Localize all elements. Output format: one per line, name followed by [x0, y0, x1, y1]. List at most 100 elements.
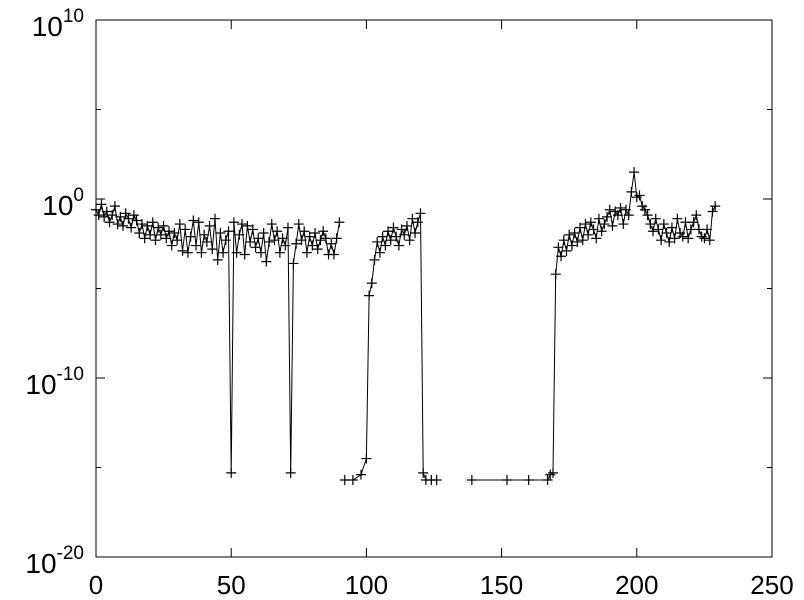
data-point-plus-marker: [285, 467, 296, 478]
data-point-plus-marker: [272, 226, 283, 237]
data-point-plus-marker: [572, 236, 583, 247]
plot-frame: [95, 19, 773, 558]
data-point-plus-marker: [645, 219, 656, 230]
data-point-plus-marker: [209, 213, 220, 224]
data-point-plus-marker: [123, 213, 134, 224]
y-tick-label-exponent: -10: [57, 364, 84, 385]
data-point-plus-marker: [564, 229, 575, 240]
data-point-plus-marker: [299, 226, 310, 237]
data-point-plus-marker: [669, 233, 680, 244]
data-point-plus-marker: [604, 204, 615, 215]
data-point-plus-marker: [393, 240, 404, 251]
data-point-plus-marker: [612, 210, 623, 221]
data-point-plus-marker: [201, 236, 212, 247]
data-point-plus-marker: [369, 254, 380, 265]
data-point-plus-marker: [131, 215, 142, 226]
data-point-plus-marker: [623, 210, 634, 221]
data-point-plus-marker: [334, 217, 345, 228]
x-tick-label: 200: [615, 570, 658, 600]
y-tick-label: 10-20: [25, 543, 84, 579]
data-point-plus-marker: [648, 226, 659, 237]
data-point-plus-marker: [315, 235, 326, 246]
data-point-plus-marker: [391, 231, 402, 242]
data-point-plus-marker: [661, 228, 672, 239]
data-point-plus-marker: [550, 269, 561, 280]
data-point-plus-marker: [666, 222, 677, 233]
data-point-plus-marker: [710, 201, 721, 212]
data-point-plus-marker: [255, 247, 266, 258]
data-point-plus-marker: [415, 208, 426, 219]
y-tick-label-exponent: 0: [73, 185, 84, 206]
data-point-plus-marker: [542, 475, 553, 486]
data-point-plus-marker: [126, 222, 137, 233]
data-point-plus-marker: [664, 236, 675, 247]
data-point-plus-marker: [109, 201, 120, 212]
data-point-plus-marker: [247, 224, 258, 235]
y-tick-label-base: 10: [32, 11, 63, 42]
data-point-plus-marker: [404, 235, 415, 246]
data-point-plus-marker: [566, 240, 577, 251]
data-point-plus-marker: [383, 226, 394, 237]
data-point-plus-marker: [618, 219, 629, 230]
data-point-plus-marker: [523, 475, 534, 486]
data-point-plus-marker: [583, 229, 594, 240]
data-point-plus-marker: [691, 210, 702, 221]
data-point-plus-marker: [204, 220, 215, 231]
data-point-plus-marker: [631, 192, 642, 203]
x-tick-label: 100: [345, 570, 388, 600]
data-point-plus-marker: [107, 210, 118, 221]
data-point-plus-marker: [593, 213, 604, 224]
data-point-plus-marker: [650, 213, 661, 224]
data-point-plus-marker: [502, 475, 513, 486]
data-point-plus-marker: [385, 235, 396, 246]
x-tick-label: 0: [89, 570, 103, 600]
data-point-plus-marker: [228, 217, 239, 228]
data-point-plus-marker: [174, 219, 185, 230]
data-point-plus-marker: [288, 258, 299, 269]
data-point-plus-marker: [575, 222, 586, 233]
data-point-plus-marker: [545, 469, 556, 480]
data-point-plus-marker: [264, 236, 275, 247]
data-point-plus-marker: [91, 204, 101, 215]
data-point-plus-marker: [355, 469, 366, 480]
data-point-plus-marker: [136, 219, 147, 230]
data-point-plus-marker: [155, 229, 166, 240]
data-point-plus-marker: [374, 247, 385, 258]
data-point-plus-marker: [266, 219, 277, 230]
data-point-plus-marker: [185, 231, 196, 242]
y-tick-label-base: 10: [25, 548, 56, 579]
data-point-plus-marker: [223, 226, 234, 237]
y-tick-label-base: 10: [25, 369, 56, 400]
data-point-plus-marker: [307, 240, 318, 251]
data-point-plus-marker: [191, 240, 202, 251]
data-point-plus-marker: [212, 254, 223, 265]
data-point-plus-marker: [569, 228, 580, 239]
data-point-plus-marker: [269, 235, 280, 246]
data-point-plus-marker: [172, 235, 183, 246]
data-point-plus-marker: [431, 475, 442, 486]
data-point-plus-marker: [310, 228, 321, 239]
data-point-plus-marker: [291, 238, 302, 249]
data-point-plus-marker: [547, 467, 558, 478]
y-tick-label-exponent: 10: [63, 6, 84, 27]
data-point-plus-marker: [396, 224, 407, 235]
data-point-plus-marker: [220, 235, 231, 246]
data-point-plus-marker: [556, 251, 567, 262]
data-point-plus-marker: [182, 247, 193, 258]
data-point-plus-marker: [653, 224, 664, 235]
data-point-plus-marker: [128, 210, 139, 221]
data-point-plus-marker: [696, 231, 707, 242]
x-tick-label: 150: [480, 570, 523, 600]
y-tick-label: 10-10: [25, 364, 84, 400]
data-point-plus-marker: [688, 217, 699, 228]
data-point-plus-marker: [412, 217, 423, 228]
data-point-plus-marker: [280, 240, 291, 251]
data-point-plus-marker: [93, 210, 104, 221]
data-point-plus-marker: [104, 217, 115, 228]
data-point-plus-marker: [153, 222, 164, 233]
data-point-plus-marker: [188, 215, 199, 226]
x-tick-label: 50: [217, 570, 246, 600]
data-point-plus-marker: [702, 224, 713, 235]
axis-ticks: [95, 19, 773, 558]
data-point-plus-marker: [388, 222, 399, 233]
